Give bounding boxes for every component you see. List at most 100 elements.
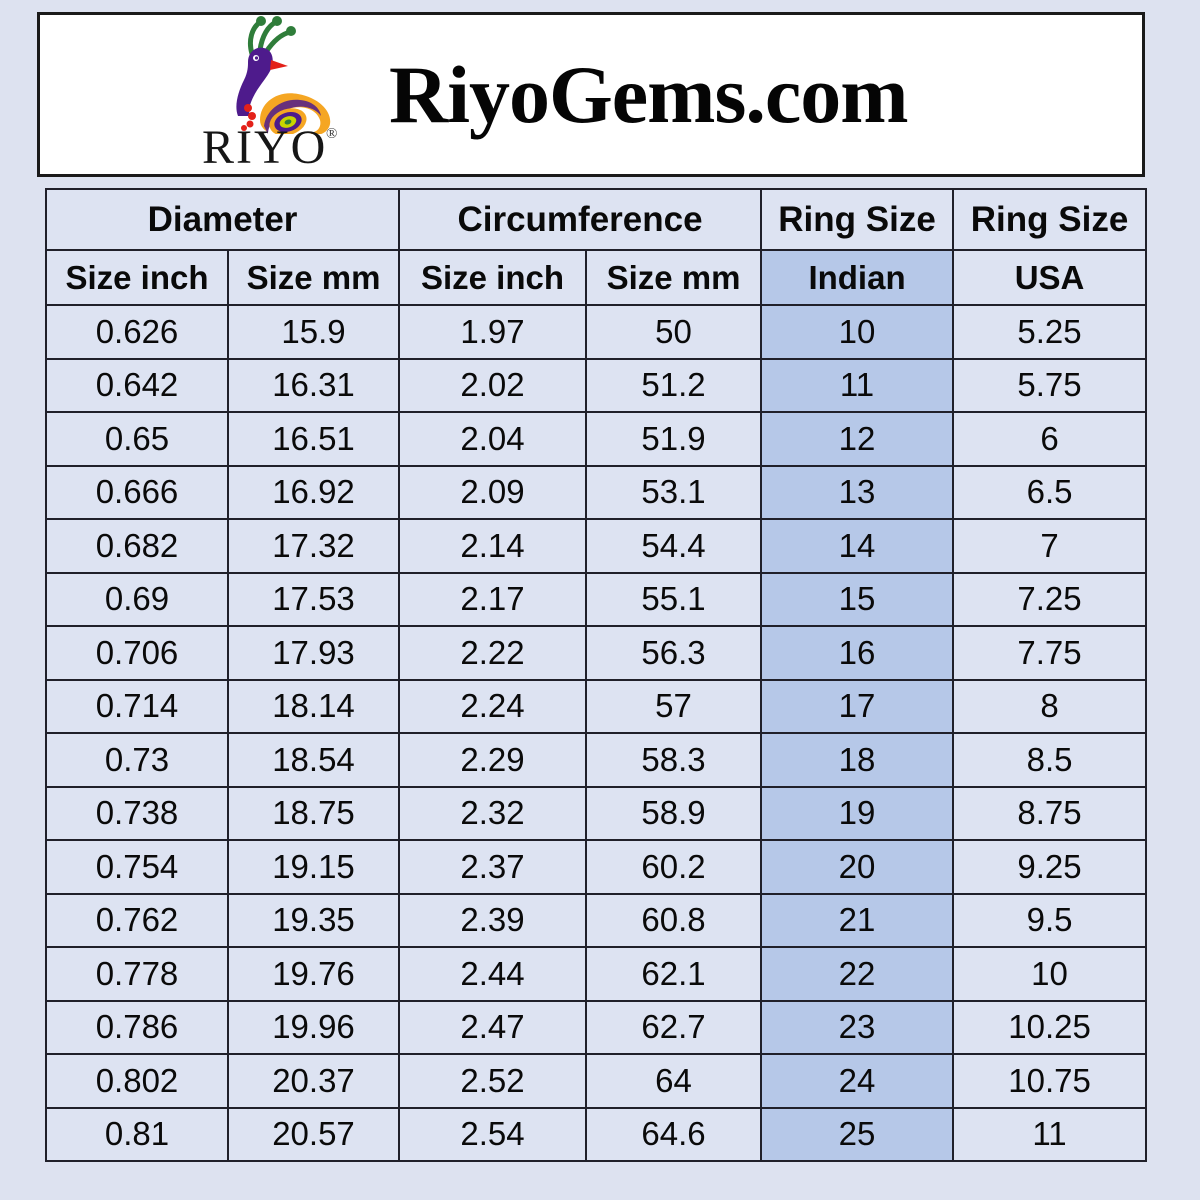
cell-diameter-mm: 20.57: [226, 1106, 401, 1162]
cell-ring-size-usa: 5.25: [952, 304, 1148, 360]
cell-ring-size-usa: 6: [952, 411, 1148, 467]
cell-diameter-inch: 0.666: [45, 464, 229, 520]
cell-circumference-mm: 60.8: [585, 892, 763, 948]
cell-ring-size-indian: 15: [760, 571, 955, 627]
cell-circumference-mm: 62.1: [585, 946, 763, 1002]
cell-diameter-mm: 19.76: [226, 946, 401, 1002]
sub-header-row: Size inch Size mm Size inch Size mm Indi…: [45, 249, 1148, 306]
cell-diameter-mm: 16.51: [226, 411, 401, 467]
cell-circumference-inch: 2.39: [398, 892, 588, 948]
cell-circumference-inch: 2.22: [398, 625, 588, 681]
cell-ring-size-indian: 10: [760, 304, 955, 360]
cell-ring-size-indian: 25: [760, 1106, 955, 1162]
table-row: 0.666 16.92 2.09 53.1 13 6.5: [45, 464, 1148, 520]
cell-circumference-inch: 2.02: [398, 357, 588, 413]
cell-ring-size-indian: 18: [760, 732, 955, 788]
cell-ring-size-usa: 7.25: [952, 571, 1148, 627]
table-row: 0.642 16.31 2.02 51.2 11 5.75: [45, 357, 1148, 413]
cell-circumference-inch: 2.52: [398, 1053, 588, 1109]
cell-diameter-inch: 0.706: [45, 625, 229, 681]
cell-circumference-inch: 2.44: [398, 946, 588, 1002]
cell-ring-size-usa: 6.5: [952, 464, 1148, 520]
cell-ring-size-usa: 7.75: [952, 625, 1148, 681]
cell-diameter-mm: 16.31: [226, 357, 401, 413]
group-header-ring-size-usa: Ring Size: [952, 188, 1148, 251]
table-row: 0.778 19.76 2.44 62.1 22 10: [45, 946, 1148, 1002]
cell-circumference-inch: 2.04: [398, 411, 588, 467]
cell-diameter-mm: 19.15: [226, 839, 401, 895]
table-row: 0.762 19.35 2.39 60.8 21 9.5: [45, 892, 1148, 948]
cell-diameter-inch: 0.682: [45, 518, 229, 574]
cell-diameter-inch: 0.738: [45, 785, 229, 841]
cell-ring-size-usa: 11: [952, 1106, 1148, 1162]
table-row: 0.626 15.9 1.97 50 10 5.25: [45, 304, 1148, 360]
cell-circumference-mm: 50: [585, 304, 763, 360]
cell-circumference-mm: 56.3: [585, 625, 763, 681]
group-header-circumference: Circumference: [398, 188, 763, 251]
cell-ring-size-usa: 10: [952, 946, 1148, 1002]
sub-header-circumference-mm: Size mm: [585, 249, 763, 306]
cell-ring-size-indian: 11: [760, 357, 955, 413]
table-header: Diameter Circumference Ring Size Ring Si…: [44, 188, 1148, 306]
sub-header-diameter-inch: Size inch: [45, 249, 229, 306]
cell-diameter-inch: 0.81: [45, 1106, 229, 1162]
cell-circumference-inch: 1.97: [398, 304, 588, 360]
cell-circumference-mm: 60.2: [585, 839, 763, 895]
cell-ring-size-indian: 21: [760, 892, 955, 948]
cell-circumference-mm: 62.7: [585, 999, 763, 1055]
cell-ring-size-indian: 20: [760, 839, 955, 895]
table-row: 0.706 17.93 2.22 56.3 16 7.75: [45, 625, 1148, 681]
cell-circumference-inch: 2.17: [398, 571, 588, 627]
group-header-row: Diameter Circumference Ring Size Ring Si…: [44, 188, 1148, 251]
cell-circumference-mm: 58.9: [585, 785, 763, 841]
cell-ring-size-indian: 12: [760, 411, 955, 467]
riyo-logo: RIYO ®: [200, 15, 375, 174]
sub-header-indian: Indian: [760, 249, 955, 306]
cell-ring-size-usa: 8.75: [952, 785, 1148, 841]
cell-ring-size-indian: 16: [760, 625, 955, 681]
cell-circumference-mm: 51.9: [585, 411, 763, 467]
cell-circumference-inch: 2.24: [398, 678, 588, 734]
cell-diameter-inch: 0.802: [45, 1053, 229, 1109]
cell-ring-size-usa: 10.75: [952, 1053, 1148, 1109]
table-row: 0.81 20.57 2.54 64.6 25 11: [45, 1106, 1148, 1162]
cell-ring-size-indian: 19: [760, 785, 955, 841]
cell-diameter-mm: 17.53: [226, 571, 401, 627]
cell-circumference-mm: 64: [585, 1053, 763, 1109]
cell-diameter-mm: 19.96: [226, 999, 401, 1055]
cell-circumference-mm: 58.3: [585, 732, 763, 788]
group-header-ring-size-indian: Ring Size: [760, 188, 955, 251]
cell-diameter-mm: 20.37: [226, 1053, 401, 1109]
group-header-diameter: Diameter: [44, 188, 401, 251]
cell-circumference-mm: 57: [585, 678, 763, 734]
cell-circumference-inch: 2.29: [398, 732, 588, 788]
table-row: 0.73 18.54 2.29 58.3 18 8.5: [45, 732, 1148, 788]
cell-circumference-inch: 2.09: [398, 464, 588, 520]
cell-diameter-inch: 0.714: [45, 678, 229, 734]
cell-diameter-inch: 0.626: [45, 304, 229, 360]
table-row: 0.682 17.32 2.14 54.4 14 7: [45, 518, 1148, 574]
cell-diameter-mm: 16.92: [226, 464, 401, 520]
cell-diameter-mm: 18.54: [226, 732, 401, 788]
cell-ring-size-usa: 9.5: [952, 892, 1148, 948]
cell-ring-size-usa: 5.75: [952, 357, 1148, 413]
table-row: 0.802 20.37 2.52 64 24 10.75: [45, 1053, 1148, 1109]
cell-diameter-mm: 18.75: [226, 785, 401, 841]
cell-diameter-inch: 0.786: [45, 999, 229, 1055]
cell-ring-size-indian: 22: [760, 946, 955, 1002]
cell-diameter-mm: 19.35: [226, 892, 401, 948]
table-row: 0.714 18.14 2.24 57 17 8: [45, 678, 1148, 734]
cell-diameter-inch: 0.762: [45, 892, 229, 948]
cell-ring-size-usa: 7: [952, 518, 1148, 574]
registered-trademark-icon: ®: [326, 125, 338, 142]
cell-diameter-inch: 0.73: [45, 732, 229, 788]
brand-title: RiyoGems.com: [389, 48, 909, 140]
cell-ring-size-indian: 17: [760, 678, 955, 734]
cell-circumference-inch: 2.54: [398, 1106, 588, 1162]
cell-circumference-mm: 53.1: [585, 464, 763, 520]
cell-circumference-mm: 54.4: [585, 518, 763, 574]
cell-circumference-mm: 64.6: [585, 1106, 763, 1162]
ring-size-table: Diameter Circumference Ring Size Ring Si…: [44, 188, 1148, 1162]
cell-diameter-inch: 0.642: [45, 357, 229, 413]
